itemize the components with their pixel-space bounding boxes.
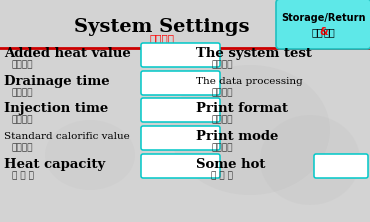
FancyBboxPatch shape [141, 126, 220, 150]
Text: Storage/Return: Storage/Return [281, 13, 366, 23]
Text: Print mode: Print mode [196, 129, 278, 143]
Text: Added heat value: Added heat value [4, 46, 131, 59]
FancyBboxPatch shape [141, 71, 220, 95]
FancyBboxPatch shape [141, 154, 220, 178]
Text: Standard calorific value: Standard calorific value [4, 131, 130, 141]
Ellipse shape [45, 120, 135, 190]
Text: 数据处理: 数据处理 [211, 89, 232, 97]
FancyBboxPatch shape [314, 154, 368, 178]
Text: Print format: Print format [196, 101, 288, 115]
Text: Heat capacity: Heat capacity [4, 157, 105, 170]
Text: 热 容 量: 热 容 量 [12, 172, 34, 180]
Text: 点 火 热: 点 火 热 [211, 172, 233, 180]
Text: 返回: 返回 [323, 27, 335, 37]
Text: Injection time: Injection time [4, 101, 108, 115]
Text: 系统测试: 系统测试 [211, 61, 232, 69]
Text: System Settings: System Settings [74, 18, 250, 36]
Text: The system test: The system test [196, 46, 312, 59]
FancyBboxPatch shape [276, 0, 370, 49]
Ellipse shape [170, 65, 330, 195]
FancyBboxPatch shape [141, 43, 220, 67]
Text: Some hot: Some hot [196, 157, 265, 170]
Text: 储存: 储存 [312, 27, 323, 37]
Text: 系统设置: 系统设置 [149, 33, 175, 43]
Text: Drainage time: Drainage time [4, 75, 110, 87]
Ellipse shape [260, 115, 360, 205]
Text: 打印模式: 打印模式 [211, 143, 232, 153]
Text: &: & [319, 27, 328, 37]
Text: 排水时间: 排水时间 [12, 89, 34, 97]
Text: 打印格式: 打印格式 [211, 115, 232, 125]
Text: 注水时间: 注水时间 [12, 115, 34, 125]
Text: 添加特值: 添加特值 [12, 61, 34, 69]
Text: The data processing: The data processing [196, 77, 303, 85]
Text: 标准热值: 标准热值 [12, 143, 34, 153]
FancyBboxPatch shape [141, 98, 220, 122]
